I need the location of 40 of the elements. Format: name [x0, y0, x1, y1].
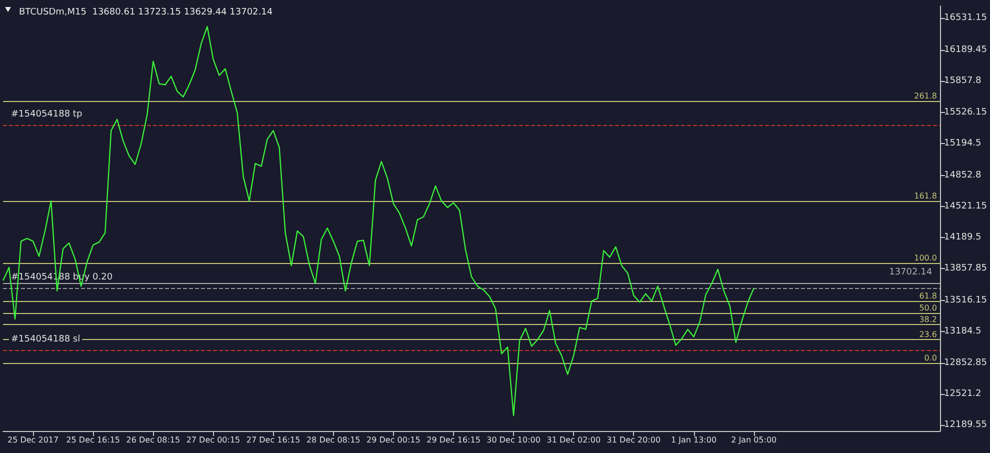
y-tick-label: 12852.85 — [944, 358, 988, 368]
y-tick-label: 15526.15 — [944, 107, 988, 118]
annotation: 23.6 — [919, 330, 937, 339]
y-tick-label: 15194.5 — [944, 138, 982, 148]
x-tick-label: 28 Dec 08:15 — [306, 436, 360, 444]
annotation: 61.8 — [919, 292, 937, 301]
annotation: 38.2 — [919, 315, 937, 324]
y-tick-label: 16189.45 — [944, 45, 988, 56]
x-tick-label: 25 Dec 16:15 — [66, 436, 120, 444]
x-tick-label: 29 Dec 16:15 — [426, 436, 480, 444]
x-tick-label: 27 Dec 16:15 — [246, 436, 300, 444]
annotation: 161.8 — [914, 192, 938, 201]
annotation: 50.0 — [919, 304, 937, 313]
annotation: 0.0 — [924, 353, 938, 362]
ref-line-label: 13702.14 — [889, 268, 932, 278]
y-tick-label: 14852.8 — [944, 170, 982, 180]
x-tick-label: 26 Dec 08:15 — [126, 436, 180, 444]
annotation: 261.8 — [914, 92, 938, 101]
ref-line-label: #154054188 sl — [11, 334, 80, 344]
y-tick-label: 12189.55 — [944, 420, 988, 430]
x-tick-label: 29 Dec 00:15 — [366, 436, 420, 444]
y-tick-label: 14521.15 — [944, 201, 988, 212]
y-tick-label: 13184.5 — [944, 326, 982, 337]
x-tick-label: 2 Jan 05:00 — [731, 436, 777, 444]
ref-line-label: #154054188 tp — [11, 110, 82, 120]
annotation: 100.0 — [914, 253, 938, 262]
y-tick-label: 14189.5 — [944, 232, 982, 243]
y-tick-label: 13516.15 — [944, 296, 988, 306]
y-tick-label: 13857.85 — [944, 264, 988, 274]
line-series — [2, 26, 754, 416]
y-tick-label: 16531.15 — [944, 13, 988, 24]
x-tick-label: 31 Dec 02:00 — [546, 436, 601, 444]
x-tick-label: 31 Dec 20:00 — [606, 436, 661, 444]
x-tick-label: 27 Dec 00:15 — [186, 436, 240, 444]
y-tick-label: 15857.8 — [944, 76, 982, 86]
x-tick-label: 30 Dec 10:00 — [486, 436, 540, 444]
x-tick-label: 25 Dec 2017 — [7, 436, 59, 444]
chart-title: BTCUSDm,M15 13680.61 13723.15 13629.44 13702.14 — [19, 8, 273, 18]
y-tick-label: 12521.2 — [944, 388, 982, 399]
x-tick-label: 1 Jan 13:00 — [671, 436, 717, 444]
